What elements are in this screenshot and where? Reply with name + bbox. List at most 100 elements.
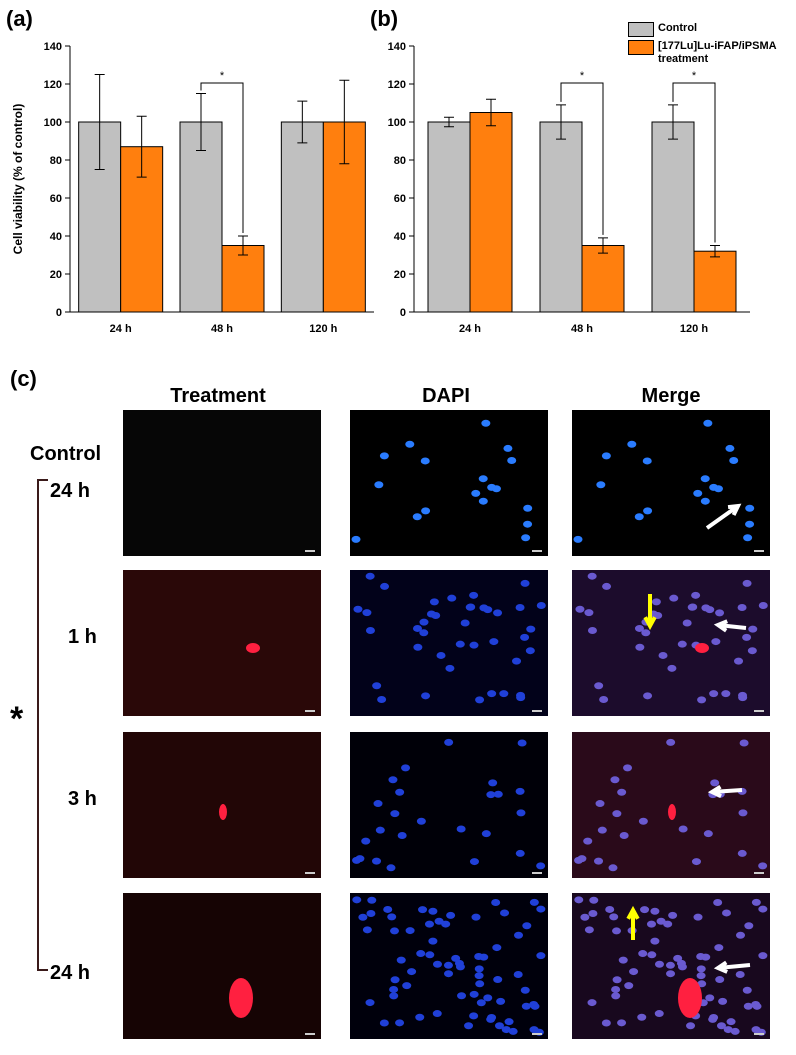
- nucleus: [389, 992, 399, 1000]
- nucleus: [419, 629, 429, 637]
- nucleus: [710, 779, 720, 787]
- nucleus: [429, 598, 439, 606]
- y-tick-label: 60: [50, 193, 62, 205]
- error-bar: [94, 74, 105, 170]
- nucleus: [444, 738, 454, 746]
- y-tick-label: 0: [56, 307, 62, 319]
- nucleus: [612, 927, 622, 935]
- nucleus: [742, 633, 752, 641]
- x-tick-label: 120 h: [309, 323, 337, 335]
- nucleus: [758, 905, 768, 913]
- scale-bar: [532, 550, 542, 552]
- nucleus: [397, 832, 407, 840]
- nucleus: [390, 810, 400, 818]
- nucleus: [705, 994, 715, 1002]
- y-tick-label: 40: [394, 231, 406, 243]
- nucleus: [574, 896, 584, 904]
- error-bar: [339, 79, 350, 165]
- nucleus: [432, 960, 442, 968]
- row-label: 24 h: [50, 962, 90, 984]
- scale-bar: [532, 710, 542, 712]
- nucleus: [476, 999, 486, 1007]
- nucleus: [650, 907, 660, 915]
- nucleus: [481, 419, 491, 427]
- nucleus: [718, 997, 728, 1005]
- nucleus: [723, 1026, 733, 1034]
- error-bar: [136, 115, 147, 178]
- nucleus: [742, 579, 752, 587]
- scale-bar: [305, 872, 315, 874]
- significance-label: *: [692, 70, 697, 82]
- nucleus: [669, 594, 679, 602]
- bar: [693, 250, 737, 313]
- nucleus: [696, 965, 706, 973]
- x-tick-label: 48 h: [211, 323, 233, 335]
- nucleus: [584, 609, 594, 617]
- bar: [581, 245, 625, 313]
- bar: [539, 121, 583, 313]
- nucleus: [638, 817, 648, 825]
- nucleus: [501, 1026, 511, 1034]
- nucleus: [441, 920, 451, 928]
- nucleus: [525, 647, 535, 655]
- significance-bracket: [560, 82, 604, 235]
- micrograph: [350, 570, 548, 716]
- nucleus: [730, 1027, 740, 1035]
- nucleus: [624, 982, 634, 990]
- red-signal: [695, 643, 709, 653]
- bar: [427, 121, 471, 313]
- nucleus: [379, 1019, 389, 1027]
- nucleus: [678, 825, 688, 833]
- nucleus: [434, 917, 444, 925]
- nucleus: [666, 970, 676, 978]
- scale-bar: [305, 710, 315, 712]
- nucleus: [536, 952, 546, 960]
- red-signal: [229, 978, 253, 1018]
- nucleus: [743, 1002, 753, 1010]
- nucleus: [737, 604, 747, 612]
- nucleus: [588, 910, 598, 918]
- nucleus: [436, 651, 446, 659]
- x-tick-label: 48 h: [571, 323, 593, 335]
- nucleus: [599, 696, 609, 704]
- nucleus: [583, 837, 593, 845]
- nucleus: [686, 1022, 696, 1030]
- nucleus: [428, 937, 438, 945]
- nucleus: [610, 776, 620, 784]
- micrograph: [123, 410, 321, 556]
- arrow: [707, 784, 743, 799]
- nucleus: [726, 1018, 736, 1026]
- y-tick-label: 20: [50, 269, 62, 281]
- nucleus: [358, 913, 368, 921]
- nucleus: [366, 910, 376, 918]
- nucleus: [428, 907, 438, 915]
- y-tick-label: 120: [388, 79, 406, 91]
- significance-label: *: [220, 70, 225, 82]
- y-axis-label: Cell viability (% of control): [11, 104, 25, 255]
- nucleus: [390, 927, 400, 935]
- row-label: 24 h: [50, 480, 90, 502]
- nucleus: [493, 790, 503, 798]
- legend-item: [177Lu]Lu-iFAP/iPSMA treatment: [628, 40, 788, 66]
- nucleus: [634, 513, 644, 521]
- nucleus: [513, 970, 523, 978]
- nucleus: [474, 965, 484, 973]
- nucleus: [587, 627, 597, 635]
- nucleus: [520, 633, 530, 641]
- nucleus: [663, 920, 673, 928]
- nucleus: [725, 444, 735, 452]
- error-bar: [710, 245, 720, 258]
- significance-bracket: [672, 82, 716, 243]
- nucleus: [372, 857, 382, 865]
- nucleus: [383, 905, 393, 913]
- nucleus: [711, 638, 721, 646]
- nucleus: [713, 898, 723, 906]
- error-bar: [668, 104, 678, 140]
- nucleus: [478, 475, 488, 483]
- nucleus: [637, 1013, 647, 1021]
- nucleus: [697, 980, 707, 988]
- y-tick-label: 80: [50, 155, 62, 167]
- row-label: 1 h: [68, 626, 97, 648]
- nucleus: [401, 764, 411, 772]
- nucleus: [419, 618, 429, 626]
